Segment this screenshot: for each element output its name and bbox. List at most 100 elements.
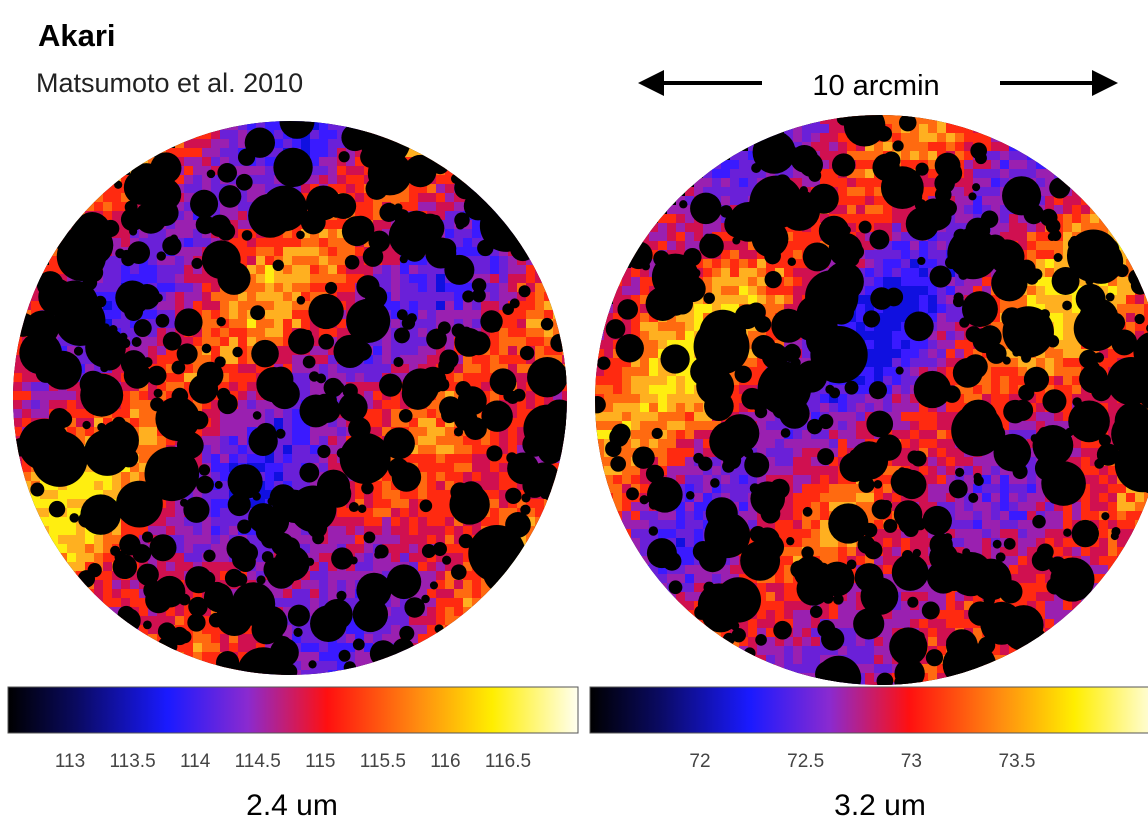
map-pixel: [319, 157, 329, 167]
map-pixel: [238, 409, 248, 419]
map-pixel: [649, 367, 659, 377]
map-pixel: [730, 295, 740, 305]
map-pixel: [553, 508, 563, 518]
map-pixel: [391, 634, 401, 644]
map-pixel: [274, 292, 284, 302]
map-pixel: [535, 517, 545, 527]
map-pixel: [517, 337, 527, 347]
map-pixel: [490, 391, 500, 401]
map-pixel: [973, 205, 983, 215]
map-pixel: [1000, 151, 1010, 161]
map-pixel: [1063, 214, 1073, 224]
map-pixel: [409, 499, 419, 509]
masked-source: [62, 237, 72, 247]
map-pixel: [454, 436, 464, 446]
map-pixel: [175, 499, 185, 509]
masked-source: [191, 257, 203, 269]
map-pixel: [463, 616, 473, 626]
map-pixel: [463, 310, 473, 320]
map-pixel: [892, 358, 902, 368]
map-pixel: [310, 256, 320, 266]
map-pixel: [910, 349, 920, 359]
map-pixel: [928, 160, 938, 170]
map-pixel: [184, 589, 194, 599]
map-pixel: [202, 310, 212, 320]
map-pixel: [748, 331, 758, 341]
map-pixel: [1045, 358, 1055, 368]
map-pixel: [139, 625, 149, 635]
masked-source: [519, 345, 535, 361]
map-pixel: [472, 526, 482, 536]
map-pixel: [247, 193, 257, 203]
map-pixel: [919, 142, 929, 152]
map-pixel: [946, 124, 956, 134]
map-pixel: [238, 337, 248, 347]
map-pixel: [238, 391, 248, 401]
masked-source: [455, 411, 472, 427]
map-pixel: [400, 265, 410, 275]
map-pixel: [445, 229, 455, 239]
map-pixel: [739, 277, 749, 287]
map-pixel: [148, 265, 158, 275]
map-pixel: [175, 175, 185, 185]
map-pixel: [919, 115, 929, 125]
map-pixel: [229, 148, 239, 158]
masked-source: [143, 620, 152, 630]
map-pixel: [517, 427, 527, 437]
map-pixel: [892, 268, 902, 278]
masked-source: [145, 586, 173, 614]
map-pixel: [1054, 169, 1064, 179]
map-pixel: [157, 301, 167, 311]
map-pixel: [427, 472, 437, 482]
map-pixel: [526, 526, 536, 536]
map-pixel: [130, 328, 140, 338]
map-pixel: [748, 250, 758, 260]
map-pixel: [391, 292, 401, 302]
map-pixel: [229, 418, 239, 428]
map-pixel: [265, 292, 275, 302]
map-pixel: [928, 313, 938, 323]
masked-source: [505, 511, 531, 538]
map-pixel: [265, 283, 275, 293]
masked-source: [132, 544, 152, 563]
map-pixel: [265, 247, 275, 257]
map-pixel: [445, 283, 455, 293]
map-pixel: [463, 454, 473, 464]
map-pixel: [346, 274, 356, 284]
map-pixel: [508, 337, 518, 347]
map-pixel: [211, 346, 221, 356]
map-pixel: [676, 241, 686, 251]
map-pixel: [256, 463, 266, 473]
map-pixel: [631, 268, 641, 278]
map-pixel: [94, 535, 104, 545]
map-pixel: [76, 535, 86, 545]
map-pixel: [238, 292, 248, 302]
map-pixel: [1081, 205, 1091, 215]
map-pixel: [436, 175, 446, 185]
map-pixel: [631, 322, 641, 332]
masked-source: [324, 281, 338, 295]
map-pixel: [1036, 241, 1046, 251]
map-pixel: [337, 508, 347, 518]
map-pixel: [310, 283, 320, 293]
map-pixel: [856, 205, 866, 215]
map-pixel: [526, 517, 536, 527]
map-pixel: [193, 175, 203, 185]
map-pixel: [310, 247, 320, 257]
map-pixel: [157, 148, 167, 158]
masked-source: [78, 512, 94, 528]
map-pixel: [856, 304, 866, 314]
map-pixel: [526, 265, 536, 275]
map-pixel: [220, 382, 230, 392]
map-pixel: [247, 499, 257, 509]
masked-source: [82, 420, 91, 430]
map-pixel: [991, 223, 1001, 233]
map-pixel: [883, 241, 893, 251]
map-pixel: [211, 445, 221, 455]
map-pixel: [220, 157, 230, 167]
map-pixel: [784, 295, 794, 305]
map-pixel: [418, 526, 428, 536]
map-pixel: [211, 139, 221, 149]
map-pixel: [856, 142, 866, 152]
map-pixel: [229, 427, 239, 437]
